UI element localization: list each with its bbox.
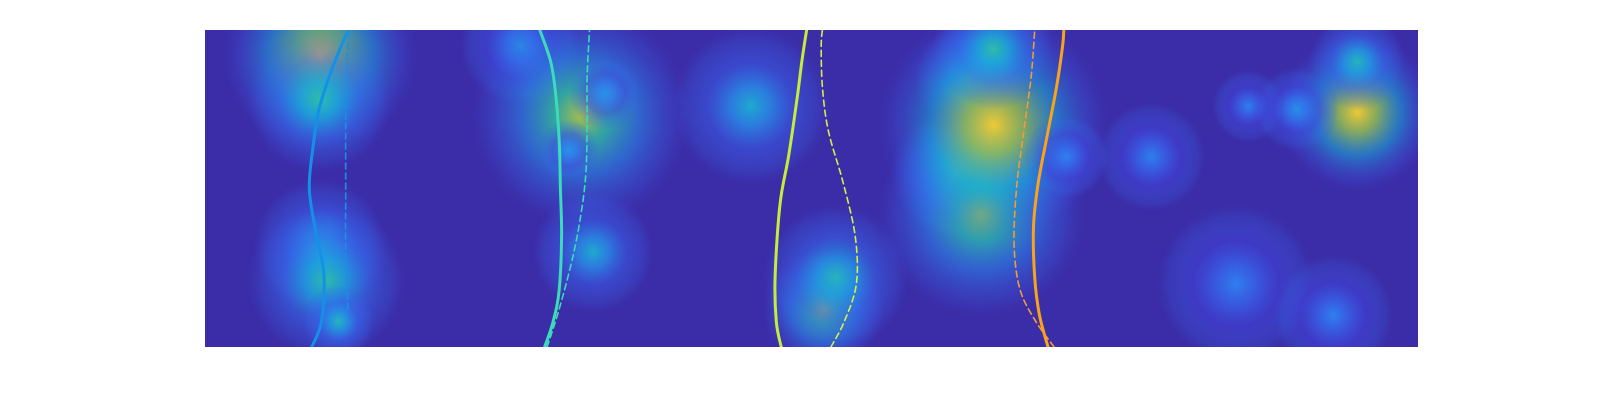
series-line-1-solid bbox=[307, 30, 350, 347]
heatmap-blob bbox=[763, 204, 909, 347]
series-line-6-dashed bbox=[820, 30, 859, 347]
heatmap-blob bbox=[672, 30, 830, 185]
heatmap-blob bbox=[302, 285, 375, 347]
heatmap-blob bbox=[1096, 102, 1206, 212]
series-line-4-dashed bbox=[546, 30, 591, 347]
heatmap-blob bbox=[246, 30, 392, 173]
heatmap-blob bbox=[568, 57, 642, 130]
series-line-8-dashed bbox=[1013, 30, 1055, 347]
heatmap-blob bbox=[932, 30, 1055, 110]
heatmap-blob bbox=[1272, 254, 1394, 347]
line-series-layer bbox=[307, 30, 1066, 347]
series-line-2-dashed bbox=[344, 30, 351, 310]
series-line-7-solid bbox=[1031, 30, 1066, 347]
series-line-5-solid bbox=[773, 30, 809, 347]
heatmap-blob-layer bbox=[223, 30, 1418, 347]
series-line-3-solid bbox=[538, 30, 564, 347]
heatmap-blob bbox=[1254, 66, 1340, 152]
heatmap-blob bbox=[538, 120, 600, 181]
heatmap-blob bbox=[532, 191, 654, 313]
heatmap-blob bbox=[1023, 114, 1109, 200]
